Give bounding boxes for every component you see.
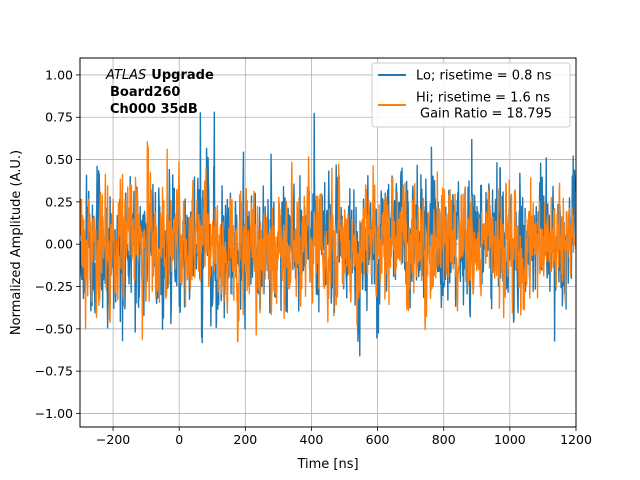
annotation-atlas: ATLAS	[105, 68, 146, 83]
annotation-channel: Ch000 35dB	[110, 102, 198, 117]
annotation-upgrade: Upgrade	[151, 68, 214, 83]
legend-label-hi: Hi; risetime = 1.6 ns	[416, 91, 550, 106]
y-tick-label: 0.50	[45, 152, 73, 167]
x-tick-label: −200	[96, 432, 130, 447]
x-axis-label: Time [ns]	[296, 457, 358, 472]
legend-gain-ratio: Gain Ratio = 18.795	[420, 107, 552, 122]
legend-label-lo: Lo; risetime = 0.8 ns	[416, 69, 552, 84]
x-tick-label: 1200	[560, 432, 592, 447]
legend-box	[371, 62, 571, 128]
y-tick-label: −0.50	[35, 321, 73, 336]
x-tick-label: 200	[233, 432, 257, 447]
y-tick-label: −0.25	[35, 279, 73, 294]
series-line-hi	[80, 141, 576, 343]
annotation-board: Board260	[110, 85, 180, 100]
annotation-line-1: ATLAS Upgrade	[105, 68, 214, 83]
x-tick-label: 400	[300, 432, 324, 447]
x-tick-label: 1000	[494, 432, 526, 447]
series-layer	[80, 111, 576, 357]
x-tick-label: 600	[366, 432, 390, 447]
y-tick-label: −1.00	[35, 406, 73, 421]
y-tick-label: 0.00	[45, 237, 73, 252]
x-tick-label: 800	[432, 432, 456, 447]
y-tick-label: 0.75	[45, 110, 73, 125]
legend: Lo; risetime = 0.8 ns Hi; risetime = 1.6…	[371, 62, 571, 128]
y-tick-label: 0.25	[45, 194, 73, 209]
atlas-annotation: ATLAS Upgrade Board260 Ch000 35dB	[105, 68, 214, 117]
ticks-layer: −200 0 200 400 600 800 1000 1200 −1.00 −0.75 −0.50…	[35, 67, 592, 447]
x-tick-label: 0	[175, 432, 183, 447]
plot-frame	[79, 57, 577, 428]
y-tick-label: −0.75	[35, 364, 73, 379]
y-tick-label: 1.00	[45, 67, 73, 82]
y-axis-label: Normalized Amplitude (A.U.)	[9, 150, 24, 335]
series-line-lo	[80, 111, 576, 357]
